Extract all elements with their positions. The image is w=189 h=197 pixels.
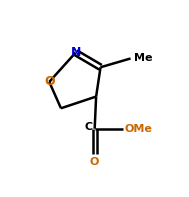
Text: O: O — [90, 157, 99, 167]
Text: O: O — [44, 75, 55, 88]
Text: C: C — [84, 122, 92, 132]
Text: OMe: OMe — [125, 124, 153, 134]
Text: N: N — [70, 46, 81, 59]
Text: Me: Me — [134, 53, 153, 63]
